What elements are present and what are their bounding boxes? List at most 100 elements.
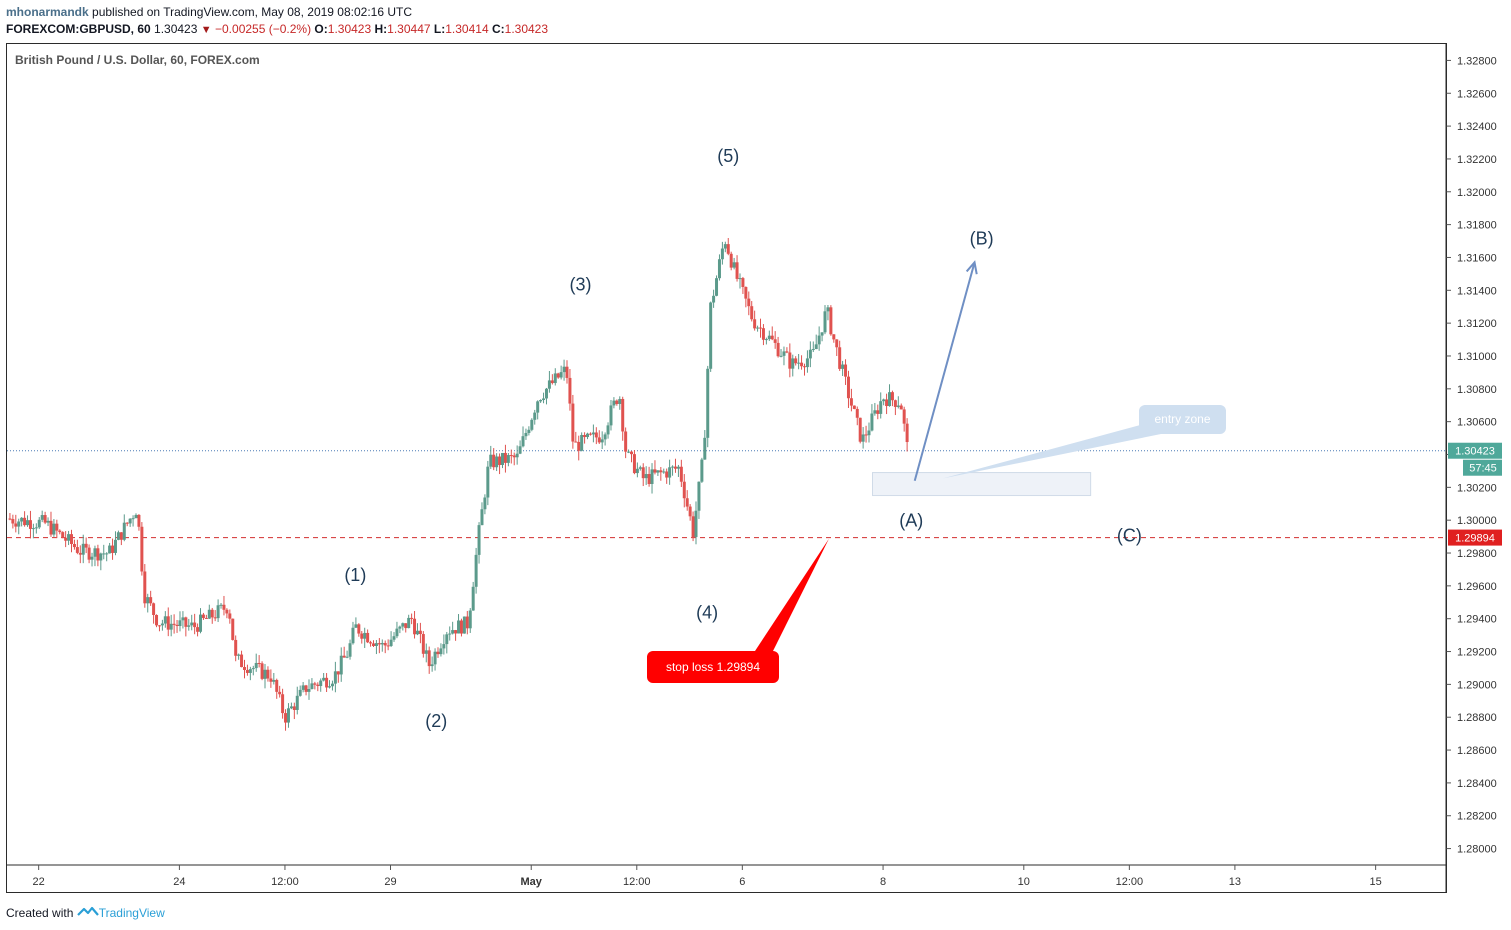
candle-body [811, 349, 815, 351]
candle-body [330, 683, 334, 687]
stop-loss-callout-pointer[interactable] [755, 538, 829, 651]
wave-label[interactable]: (5) [717, 146, 739, 166]
candle-body [893, 400, 897, 407]
candle-body [591, 432, 595, 435]
candle-body [542, 398, 546, 401]
wave-label[interactable]: (4) [696, 603, 718, 623]
candle-body [700, 459, 704, 482]
candle-body [219, 604, 223, 606]
candle-body [178, 620, 182, 626]
candle-body [879, 401, 883, 414]
candle-body [767, 335, 771, 340]
candle-body [896, 405, 900, 407]
candle-body [506, 455, 510, 463]
candle-body [190, 622, 194, 626]
candle-body [131, 518, 135, 520]
candle-body [70, 534, 74, 545]
candle-body [319, 680, 323, 687]
candle-body [565, 366, 569, 378]
candle-body [14, 523, 18, 527]
candle-body [524, 432, 528, 437]
candle-body [336, 671, 340, 675]
entry-zone-rect[interactable] [872, 472, 1092, 497]
wave-label[interactable]: (3) [569, 274, 591, 294]
candle-body [726, 244, 730, 254]
price-axis[interactable]: 1.28000 1.28200 1.28400 1.28600 1.28800 1.290… [1445, 44, 1502, 893]
arrow-head-icon[interactable] [965, 260, 978, 275]
candle-body [764, 339, 768, 341]
author-name[interactable]: mhonarmandk [6, 5, 89, 19]
candle-body [568, 377, 572, 404]
wave-label[interactable]: (2) [425, 711, 447, 731]
entry-zone-callout-pointer[interactable] [942, 424, 1161, 479]
ohlc-header: FOREXCOM:GBPUSD, 60 1.30423 ▼ −0.00255 (… [6, 22, 548, 36]
candle-body [553, 373, 557, 384]
candle-body [333, 671, 337, 684]
candle-body [237, 654, 241, 656]
candle-body [31, 528, 35, 530]
candle-body [58, 530, 62, 533]
annotations[interactable]: entry zone stop loss 1.29894 [647, 260, 1226, 683]
close-value: 1.30423 [504, 22, 549, 36]
candle-body [360, 633, 364, 639]
pane-title: British Pound / U.S. Dollar, 60, FOREX.c… [15, 53, 260, 67]
candle-body [905, 423, 909, 443]
horizontal-lines [7, 450, 1446, 539]
candle-body [747, 298, 751, 307]
wave-label[interactable]: (C) [1117, 526, 1142, 546]
candle-body [430, 664, 434, 667]
candle-body [228, 613, 232, 619]
price-tick-label: 1.28200 [1457, 811, 1497, 823]
high-label: H: [374, 22, 388, 36]
stop-loss-label[interactable]: stop loss 1.29894 [666, 660, 760, 674]
candle-body [709, 302, 713, 369]
candle-body [732, 262, 736, 268]
price-tick-label: 1.28400 [1457, 778, 1497, 790]
entry-zone-callout[interactable] [1139, 405, 1226, 434]
candle-body [676, 466, 680, 469]
low-value: 1.30414 [445, 22, 489, 36]
candle-body [650, 469, 654, 485]
candle-body [137, 514, 141, 527]
arrow-b-line[interactable] [913, 262, 976, 482]
candle-body [269, 678, 273, 682]
candle-body [729, 253, 733, 268]
candle-body [870, 413, 874, 431]
candle-body [292, 706, 296, 710]
wave-label[interactable]: (1) [344, 565, 366, 585]
candle-body [146, 597, 150, 604]
candle-body [289, 706, 293, 709]
time-axis[interactable]: 22 24 12:00 29 May 12:00 6 8 10 12:00 13 15 [7, 864, 1446, 888]
candle-body [111, 545, 115, 553]
candle-body [149, 597, 153, 604]
candle-body [448, 633, 452, 635]
tradingview-brand[interactable]: TradingView [98, 906, 165, 920]
candle-body [547, 380, 551, 389]
candle-body [125, 522, 129, 524]
stop-loss-callout[interactable] [647, 651, 779, 683]
candle-body [175, 624, 179, 626]
candle-body [577, 441, 581, 451]
entry-zone-layer[interactable] [872, 472, 1092, 497]
candle-body [424, 650, 428, 654]
candle-body [688, 506, 692, 517]
price-tick-label: 1.30000 [1457, 515, 1497, 527]
candle-body [454, 630, 458, 634]
wave-labels[interactable]: (1) (2) (3) (4) (5) (A) (B) (C) [344, 146, 1142, 731]
candle-body [838, 347, 842, 369]
candle-body [278, 691, 282, 695]
candle-body [172, 623, 176, 625]
wave-label[interactable]: (A) [899, 511, 923, 531]
candle-body [817, 335, 821, 345]
candle-body [802, 366, 806, 368]
candle-body [738, 278, 742, 280]
price-tick-label: 1.30200 [1457, 482, 1497, 494]
tradingview-logo-icon[interactable] [76, 906, 99, 920]
stop-price-tag [1448, 529, 1502, 546]
candle-body [761, 328, 765, 340]
entry-zone-label[interactable]: entry zone [1154, 412, 1210, 426]
candle-body [354, 624, 358, 628]
candle-body [275, 679, 279, 692]
wave-label[interactable]: (B) [970, 228, 994, 248]
